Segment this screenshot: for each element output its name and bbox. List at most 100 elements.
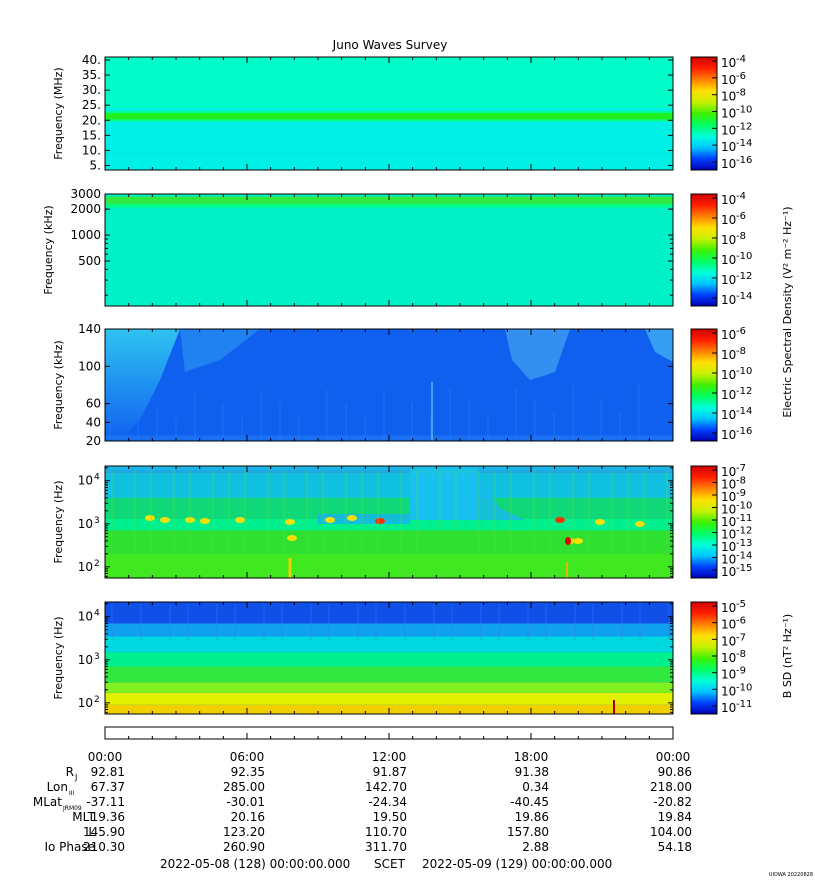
colorbar-tick-exponent: -8 <box>736 346 746 357</box>
y-axis-label-5: Frequency (Hz) <box>52 617 65 700</box>
colorbar-tick-label: 10 <box>721 90 736 104</box>
ephemeris-label: L <box>88 825 95 839</box>
ephemeris-value: -37.11 <box>86 795 125 809</box>
scet-range-start: 2022-05-08 (128) 00:00:00.000 <box>160 857 350 871</box>
colorbar-tick-label: 10 <box>721 553 736 567</box>
emission-spot <box>347 515 357 521</box>
band-1-2 <box>105 113 673 120</box>
colorbar-label-electric: Electric Spectral Density (V² m⁻² Hz⁻¹) <box>781 206 794 417</box>
band-4-3 <box>105 497 673 519</box>
colorbar-tick-label: 10 <box>721 618 736 632</box>
emission-spot <box>595 519 605 525</box>
colorbar-tick-exponent: -12 <box>736 121 752 132</box>
emission-spot <box>375 518 385 524</box>
colorbar-scale <box>690 56 718 171</box>
band-1-5 <box>105 152 673 155</box>
y-axis-label-4: Frequency (Hz) <box>52 481 65 564</box>
colorbar-tick-label: 10 <box>721 213 736 227</box>
ephemeris-value: 104.00 <box>650 825 692 839</box>
colorbar-tick-label: 10 <box>721 157 736 171</box>
emission-feature-right <box>645 329 673 362</box>
emission-spot <box>555 517 565 523</box>
band-1-4 <box>105 111 673 114</box>
colorbar-tick-label: 10 <box>721 328 736 342</box>
emission-spot <box>160 517 170 523</box>
y-tick-label: 140 <box>78 322 101 336</box>
colorbar-tick-label: 10 <box>721 490 736 504</box>
colorbar-tick-label: 10 <box>721 465 736 479</box>
colorbar-tick-label: 10 <box>721 528 736 542</box>
ephemeris-label: MLT <box>72 810 95 824</box>
y-tick-label: 40. <box>82 53 101 67</box>
band-3-0 <box>105 329 673 441</box>
colorbar-tick-label: 10 <box>721 348 736 362</box>
ephemeris-value: 142.70 <box>365 780 407 794</box>
colorbar-label-magnetic: B SD (nT² Hz⁻¹) <box>781 614 794 698</box>
band-2-1 <box>105 196 673 204</box>
colorbar-tick-exponent: -14 <box>736 406 752 417</box>
panel-3: 20 40 60 100 140 Frequency (kHz) <box>52 322 674 448</box>
ephemeris-value: 260.90 <box>223 840 265 854</box>
ephemeris-value: 92.81 <box>91 765 125 779</box>
colorbar-tick-exponent: -16 <box>736 155 752 166</box>
colorbar-tick-label: 10 <box>721 408 736 422</box>
ephemeris-value: 67.37 <box>91 780 125 794</box>
colorbar-tick-label: 10 <box>721 368 736 382</box>
emission-spot <box>145 515 155 521</box>
colorbar-scale <box>690 193 718 307</box>
panel-1: 5.10.15.20.25.30.35.40. Frequency (MHz) <box>52 53 674 172</box>
credit-label: UIOWA 20220828 <box>769 872 813 878</box>
y-tick-label: 10. <box>82 143 101 157</box>
colorbar-tick-label: 10 <box>721 684 736 698</box>
colorbar-tick-label: 10 <box>721 634 736 648</box>
hiss-gap-right <box>478 476 525 520</box>
y-tick-label: 20. <box>82 113 101 127</box>
emission-spot <box>573 538 583 544</box>
ephemeris-value: 2.88 <box>522 840 549 854</box>
ephemeris-value: 210.30 <box>83 840 125 854</box>
colorbar-tick-exponent: -6 <box>736 326 746 337</box>
ephemeris-value: -24.34 <box>368 795 407 809</box>
ephemeris-value: -40.45 <box>510 795 549 809</box>
ephemeris-label-subscript: III <box>69 790 75 797</box>
scet-range-end: 2022-05-09 (129) 00:00:00.000 <box>422 857 612 871</box>
ephemeris-value: 20.16 <box>231 810 265 824</box>
y-tick-label: 10 <box>78 653 93 667</box>
colorbar-tick-label: 10 <box>721 123 736 137</box>
colorbar-tick-exponent: -6 <box>736 211 746 222</box>
colorbar-tick-label: 10 <box>721 478 736 492</box>
ephemeris-value: 285.00 <box>223 780 265 794</box>
ephemeris-value: 311.70 <box>365 840 407 854</box>
colorbar-tick-exponent: -10 <box>736 251 752 262</box>
ephemeris-value: -30.01 <box>226 795 265 809</box>
colorbar-tick-label: 10 <box>721 193 736 207</box>
band-5-7 <box>105 623 673 637</box>
emission-spot <box>200 518 210 524</box>
time-tick-label: 12:00 <box>372 750 407 764</box>
y-tick-label: 2000 <box>70 202 101 216</box>
band-2-2 <box>105 203 673 208</box>
time-tick-label: 06:00 <box>230 750 265 764</box>
colorbar-tick-exponent: -4 <box>736 191 746 202</box>
band-5-2 <box>105 692 673 705</box>
y-tick-exponent: 3 <box>94 516 100 526</box>
ephemeris-value: 0.34 <box>522 780 549 794</box>
y-tick-label: 40 <box>86 415 101 429</box>
spectrogram-3 <box>105 329 673 441</box>
y-axis-label-3: Frequency (kHz) <box>52 340 65 429</box>
y-tick-label: 30. <box>82 83 101 97</box>
band-4-4 <box>105 473 673 498</box>
colorbar-tick-label: 10 <box>721 601 736 615</box>
ephemeris-value: 218.00 <box>650 780 692 794</box>
scet-label: SCET <box>374 857 406 871</box>
ephemeris-label: MLat <box>33 795 62 809</box>
ephemeris-value: 19.36 <box>91 810 125 824</box>
colorbar-tick-label: 10 <box>721 388 736 402</box>
colorbar-tick-exponent: -10 <box>736 682 752 693</box>
spectrogram-4 <box>105 466 673 578</box>
ephemeris-table: 00:00 06:00 12:00 18:00 00:00 R J 92.81 92.35 91.… <box>33 750 692 854</box>
colorbar-tick-label: 10 <box>721 107 736 121</box>
